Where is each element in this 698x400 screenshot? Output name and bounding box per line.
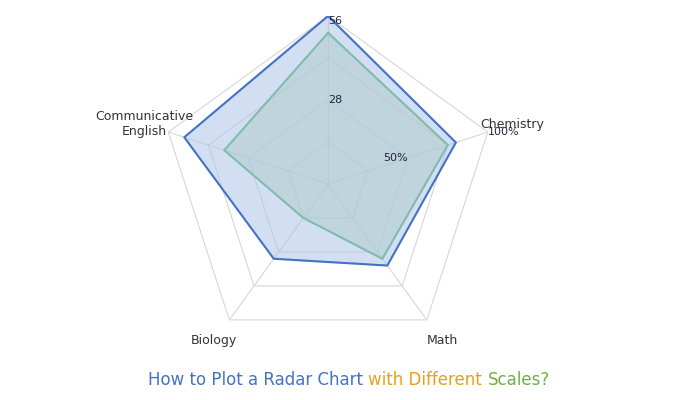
Polygon shape <box>224 33 448 259</box>
Text: 100%: 100% <box>488 127 519 137</box>
Polygon shape <box>184 16 456 266</box>
Text: How to Plot a Radar Chart: How to Plot a Radar Chart <box>148 371 369 389</box>
Legend: No. of Enrolment, Student Passing Rate: No. of Enrolment, Student Passing Rate <box>165 397 491 400</box>
Text: 56: 56 <box>328 16 342 26</box>
Text: with Different: with Different <box>369 371 487 389</box>
Text: 28: 28 <box>328 95 342 105</box>
Text: 50%: 50% <box>383 153 408 163</box>
Text: Scales?: Scales? <box>487 371 550 389</box>
